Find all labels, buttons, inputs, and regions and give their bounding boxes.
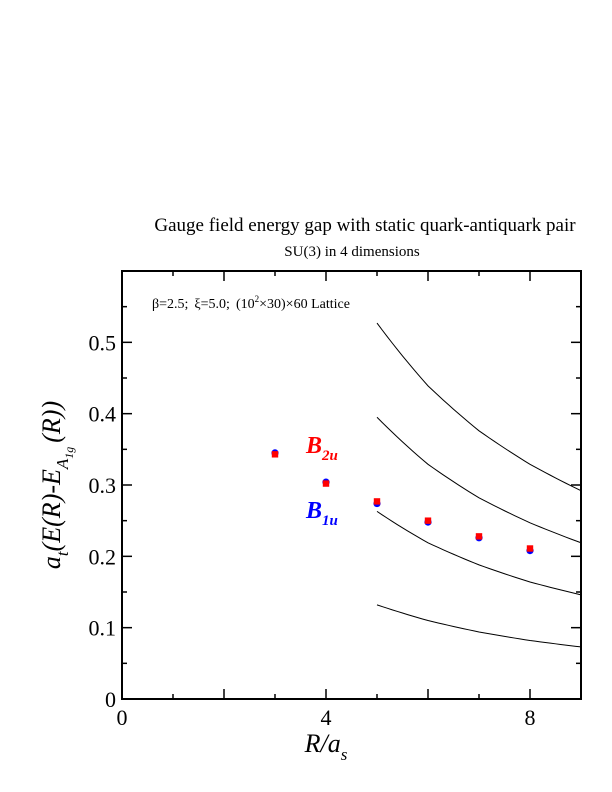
x-tick-label: 0 <box>117 705 128 730</box>
annotation-xi: ξ=5.0; <box>194 297 230 312</box>
theory-curve-2 <box>376 510 582 596</box>
y-tick-label: 0.5 <box>89 330 117 355</box>
annotation-lattice-close: ×30)×60 Lattice <box>259 297 350 312</box>
y-label-body: (E(R)-E <box>37 469 66 551</box>
point-b2u-4 <box>424 517 432 524</box>
point-b2u-2 <box>322 480 330 487</box>
annotation-beta: β=2.5; <box>152 297 188 312</box>
b1u-main: B <box>305 498 322 524</box>
y-tick-label: 0 <box>105 687 116 712</box>
y-tick-label: 0.2 <box>89 544 117 569</box>
series-label-b1u: B1u <box>305 498 338 529</box>
series-label-b2u: B2u <box>305 433 338 464</box>
lattice-annotation: β=2.5; ξ=5.0; (102×30)×60 Lattice <box>152 294 350 312</box>
theory-curve-1 <box>376 604 582 648</box>
x-tick-label: 4 <box>321 705 332 730</box>
x-axis-label: R/as <box>304 729 348 764</box>
plot-area <box>271 322 582 648</box>
b2u-main: B <box>305 433 322 459</box>
theory-curve-4 <box>376 322 582 492</box>
axis-ticks: 0 4 8 0 0.1 0.2 0.3 0.4 0.5 <box>89 271 581 730</box>
point-b2u-1 <box>271 451 279 458</box>
y-label-sub1: A <box>53 458 72 470</box>
theory-curve-3 <box>376 416 582 544</box>
point-b2u-6 <box>526 545 534 552</box>
chart-subtitle: SU(3) in 4 dimensions <box>284 244 420 260</box>
y-label-sub2: 1g <box>62 447 76 459</box>
b1u-sub: 1u <box>322 513 338 529</box>
y-tick-label: 0.4 <box>89 402 117 427</box>
x-tick-label: 8 <box>525 705 536 730</box>
y-tick-label: 0.3 <box>89 473 117 498</box>
x-axis-label-main: R/a <box>304 729 341 758</box>
b2u-sub: 2u <box>321 448 338 464</box>
y-label-prefix-sub: t <box>53 550 72 556</box>
x-axis-label-sub: s <box>341 745 348 764</box>
annotation-lattice-open: (10 <box>236 297 255 312</box>
y-label-tail: (R)) <box>37 401 66 443</box>
point-b2u-3 <box>373 498 381 505</box>
plot-frame <box>121 270 582 700</box>
y-label-prefix: a <box>37 556 66 569</box>
y-tick-label: 0.1 <box>89 616 117 641</box>
annotation-lattice-exp: 2 <box>255 294 260 304</box>
y-axis-label: at(E(R)-EA1g (R)) <box>37 401 76 569</box>
point-b2u-5 <box>475 533 483 540</box>
chart-title: Gauge field energy gap with static quark… <box>154 215 576 236</box>
